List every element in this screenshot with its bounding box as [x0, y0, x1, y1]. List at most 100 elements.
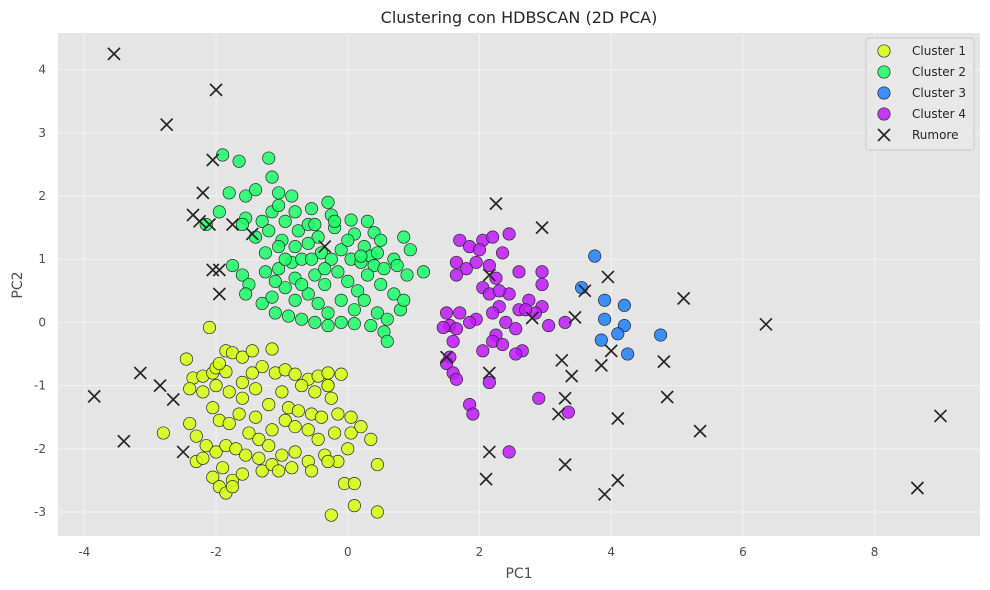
data-point: [308, 268, 322, 282]
series-rumore: [87, 47, 948, 501]
data-point: [272, 186, 286, 200]
data-point: [598, 312, 612, 326]
data-point: [364, 432, 378, 446]
data-point: [347, 477, 361, 491]
data-point: [265, 423, 279, 437]
data-point: [542, 319, 556, 333]
data-point: [403, 243, 417, 257]
data-point: [258, 265, 272, 279]
data-point: [304, 202, 319, 216]
data-point: [285, 189, 299, 203]
data-point: [654, 328, 668, 342]
legend-label: Cluster 4: [912, 107, 966, 121]
data-point: [486, 306, 500, 320]
data-point: [482, 375, 496, 389]
data-point: [288, 205, 302, 219]
y-tick-label: 0: [38, 315, 46, 329]
noise-point: [677, 291, 691, 306]
data-point: [489, 271, 503, 285]
data-point: [374, 233, 388, 247]
data-point: [291, 224, 305, 238]
data-point: [519, 303, 533, 317]
data-point: [288, 240, 302, 254]
legend-marker: [877, 86, 891, 100]
noise-point: [933, 409, 948, 423]
data-point: [588, 249, 602, 263]
noise-point: [693, 424, 707, 438]
data-point: [321, 454, 335, 468]
data-point: [245, 366, 259, 380]
noise-point: [176, 445, 190, 459]
data-point: [370, 505, 384, 519]
data-point: [446, 334, 460, 348]
data-point: [321, 195, 335, 209]
series-cluster-1: [156, 320, 384, 522]
data-point: [397, 293, 411, 307]
data-point: [301, 236, 315, 250]
data-point: [321, 366, 335, 380]
data-point: [255, 360, 269, 374]
data-point: [374, 277, 388, 292]
data-point: [341, 442, 355, 456]
data-point: [304, 464, 319, 478]
noise-point: [202, 217, 217, 232]
noise-point: [604, 344, 618, 358]
data-point: [239, 287, 253, 301]
noise-point: [598, 487, 612, 501]
data-point: [449, 268, 463, 282]
legend-label: Cluster 1: [912, 44, 966, 58]
data-point: [232, 407, 246, 421]
data-point: [482, 258, 496, 273]
data-point: [304, 252, 319, 266]
data-point: [351, 284, 365, 298]
data-point: [222, 385, 236, 399]
noise-point: [225, 217, 240, 232]
legend-marker: [877, 128, 891, 142]
noise-point: [153, 379, 167, 393]
noise-point: [482, 268, 496, 282]
data-point: [354, 420, 368, 434]
noise-point: [196, 186, 210, 200]
noise-point: [565, 369, 579, 383]
data-point: [258, 246, 272, 260]
data-point: [278, 413, 292, 427]
data-point: [347, 303, 361, 317]
data-point: [357, 293, 371, 307]
data-point: [370, 246, 384, 260]
noise-point: [482, 445, 496, 459]
x-tick-label: 2: [476, 545, 484, 559]
data-point: [249, 410, 263, 424]
noise-point: [166, 392, 180, 407]
data-point: [278, 252, 292, 266]
noise-point: [611, 473, 625, 487]
noise-point: [558, 391, 572, 405]
data-point: [463, 315, 477, 329]
data-point: [532, 391, 546, 405]
noise-point: [439, 350, 454, 364]
data-point: [199, 217, 213, 232]
data-point: [262, 398, 276, 412]
data-point: [535, 265, 549, 279]
data-point: [275, 448, 289, 462]
y-tick-label: -3: [34, 505, 46, 519]
noise-point: [489, 197, 503, 211]
data-point: [324, 252, 338, 266]
data-point: [328, 426, 342, 440]
data-point: [179, 352, 193, 366]
noise-point: [558, 457, 572, 472]
data-point: [311, 432, 325, 446]
noise-point: [206, 263, 220, 277]
data-point: [459, 262, 473, 276]
data-point: [199, 439, 213, 453]
data-point: [249, 183, 263, 197]
data-point: [331, 407, 345, 421]
data-point: [183, 382, 197, 396]
y-tick-label: -1: [34, 379, 46, 393]
noise-point: [555, 353, 569, 367]
chart-title: Clustering con HDBSCAN (2D PCA): [381, 8, 658, 27]
data-point: [216, 461, 230, 475]
data-point: [341, 233, 355, 247]
data-point: [344, 410, 358, 424]
noise-point: [87, 389, 101, 403]
